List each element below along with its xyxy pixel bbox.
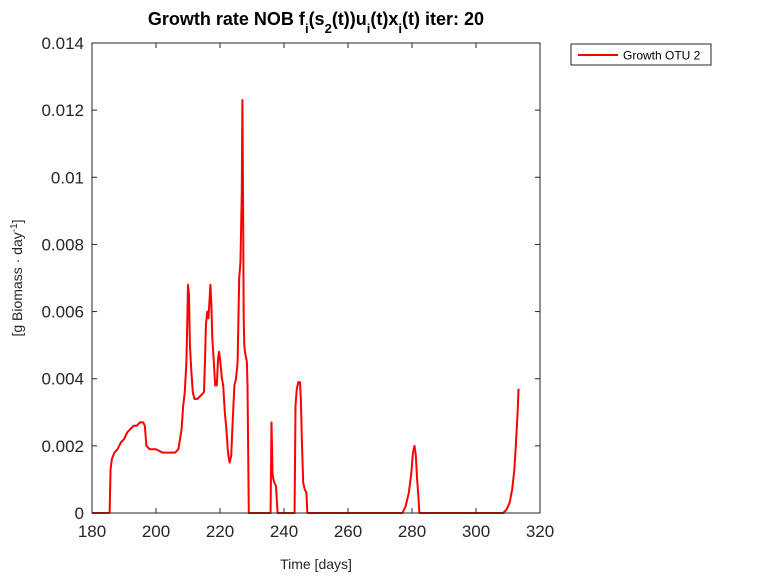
y-tick-label: 0.01	[51, 168, 84, 187]
legend-entry-label: Growth OTU 2	[623, 49, 701, 63]
legend-box	[570, 43, 712, 66]
y-tick-label: 0.002	[41, 437, 84, 456]
x-tick-label: 280	[398, 522, 426, 541]
plot-area	[92, 43, 540, 513]
x-tick-label: 240	[270, 522, 298, 541]
y-tick-label: 0.014	[41, 34, 84, 53]
chart-title: Growth rate NOB fi(s2(t))ui(t)xi(t) iter…	[148, 9, 484, 36]
x-tick-label: 180	[78, 522, 106, 541]
x-tick-label: 220	[206, 522, 234, 541]
legend: Growth OTU 2	[570, 43, 712, 66]
x-tick-label: 320	[526, 522, 554, 541]
plot-box	[91, 42, 541, 514]
y-tick-label: 0	[75, 504, 84, 523]
y-tick-label: 0.012	[41, 101, 84, 120]
y-tick-label: 0.006	[41, 303, 84, 322]
y-axis-ticks: 0 0.002 0.004 0.006 0.008 0.01 0.012 0.014	[41, 34, 540, 523]
series-line	[92, 99, 520, 514]
x-tick-label: 300	[462, 522, 490, 541]
x-tick-label: 260	[334, 522, 362, 541]
x-tick-label: 200	[142, 522, 170, 541]
y-tick-label: 0.008	[41, 235, 84, 254]
x-axis-label: Time [days]	[280, 556, 352, 572]
series-layer	[92, 99, 520, 514]
x-axis-ticks: 180 200 220 240 260 280 300 320	[78, 43, 554, 541]
y-axis-label: [g Biomass · day-1]	[9, 219, 26, 336]
y-tick-label: 0.004	[41, 370, 84, 389]
